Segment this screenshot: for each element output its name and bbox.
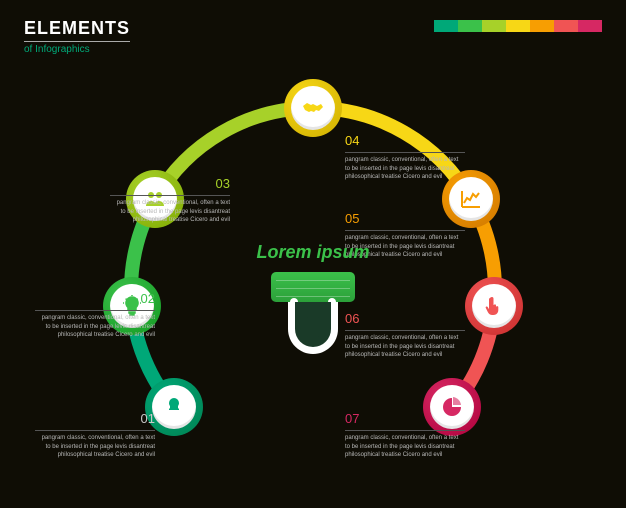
ring-node-06 — [465, 277, 523, 335]
text-block-01: 01 pangram classic, conventional, often a… — [35, 410, 155, 459]
text-body: pangram classic, conventional, often a t… — [345, 434, 465, 459]
text-block-07: 07 pangram classic, conventional, often a… — [345, 410, 465, 459]
text-num: 04 — [345, 132, 465, 153]
text-num: 07 — [345, 410, 465, 431]
center-figure — [271, 272, 355, 358]
text-num: 06 — [345, 310, 465, 331]
handshake-icon — [291, 86, 335, 130]
text-num: 03 — [110, 175, 230, 196]
text-num: 02 — [35, 290, 155, 311]
text-block-02: 02 pangram classic, conventional, often a… — [35, 290, 155, 339]
text-body: pangram classic, conventional, often a t… — [110, 199, 230, 224]
ring-node-04 — [284, 79, 342, 137]
text-block-04: 04 pangram classic, conventional, often a… — [345, 132, 465, 181]
text-body: pangram classic, conventional, often a t… — [345, 156, 465, 181]
text-body: pangram classic, conventional, often a t… — [35, 434, 155, 459]
text-body: pangram classic, conventional, often a t… — [345, 334, 465, 359]
text-num: 01 — [35, 410, 155, 431]
text-body: pangram classic, conventional, often a t… — [35, 314, 155, 339]
text-block-06: 06 pangram classic, conventional, often a… — [345, 310, 465, 359]
head-icon — [152, 385, 196, 429]
pointer-icon — [472, 284, 516, 328]
person-icon — [288, 302, 338, 358]
keyboard-icon — [271, 272, 355, 302]
center-title: Lorem ipsum — [256, 242, 369, 263]
text-num: 05 — [345, 210, 465, 231]
text-block-03: 03 pangram classic, conventional, often a… — [110, 175, 230, 224]
